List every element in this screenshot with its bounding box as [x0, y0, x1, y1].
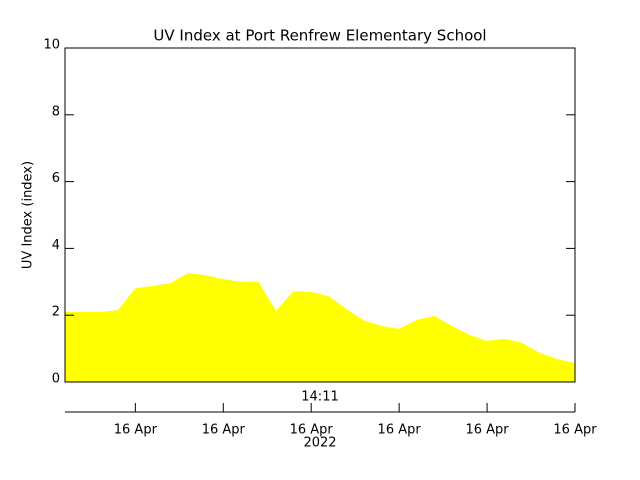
x-tick-label: 16 Apr: [290, 423, 334, 438]
y-tick-label: 2: [52, 305, 60, 320]
x-tick-label: 16 Apr: [202, 423, 246, 438]
y-tick-label: 8: [52, 104, 60, 119]
annotation: 14:11: [301, 390, 338, 405]
plot-frame: [64, 47, 576, 383]
y-tick-label: 0: [52, 372, 60, 387]
x-tick-label: 16 Apr: [378, 423, 422, 438]
x-tick-label: 16 Apr: [114, 423, 158, 438]
x-axis-label: 2022: [303, 436, 336, 451]
y-tick-label: 10: [43, 38, 60, 53]
x-tick-label: 16 Apr: [465, 423, 509, 438]
y-axis-label: UV Index (index): [21, 161, 36, 269]
chart-title: UV Index at Port Renfrew Elementary Scho…: [153, 27, 486, 45]
x-tick-label: 16 Apr: [553, 423, 597, 438]
y-tick-label: 6: [52, 171, 60, 186]
area: [65, 273, 575, 382]
y-tick-label: 4: [52, 238, 60, 253]
